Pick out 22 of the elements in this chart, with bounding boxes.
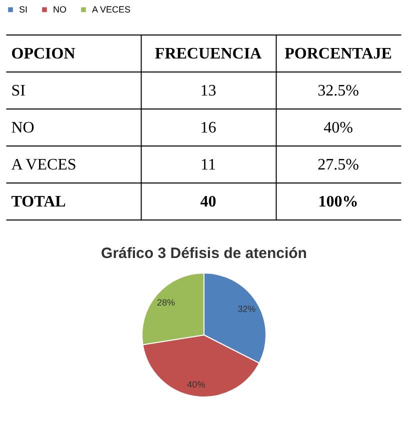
- text: 11: [200, 156, 216, 174]
- text: 16: [200, 120, 216, 136]
- text: PORCENTAJE: [284, 46, 392, 62]
- text: 32.5%: [318, 82, 359, 100]
- text: FRECUENCIA: [154, 46, 262, 62]
- data-label: 28%: [156, 298, 175, 308]
- text: 13: [200, 82, 216, 100]
- legend-label: A VECES: [92, 4, 131, 15]
- data-label: 32%: [238, 304, 256, 314]
- text: A VECES: [11, 156, 76, 174]
- data-label: 40%: [187, 379, 206, 390]
- text: 40: [200, 194, 216, 210]
- text: SI: [11, 82, 26, 100]
- legend-label: SI: [19, 4, 28, 15]
- text: 40%: [324, 120, 353, 136]
- text: 27.5%: [318, 156, 359, 174]
- text: TOTAL: [11, 194, 66, 210]
- text: NO: [11, 120, 34, 136]
- legend-label: NO: [53, 4, 66, 15]
- text: 100%: [318, 194, 358, 210]
- text: Gráfico 3 Défisis de atención: [101, 245, 307, 262]
- text: OPCION: [11, 46, 76, 62]
